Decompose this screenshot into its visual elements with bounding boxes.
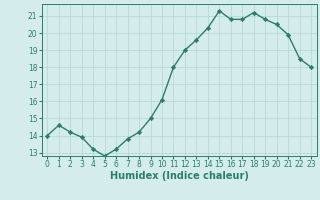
- X-axis label: Humidex (Indice chaleur): Humidex (Indice chaleur): [110, 171, 249, 181]
